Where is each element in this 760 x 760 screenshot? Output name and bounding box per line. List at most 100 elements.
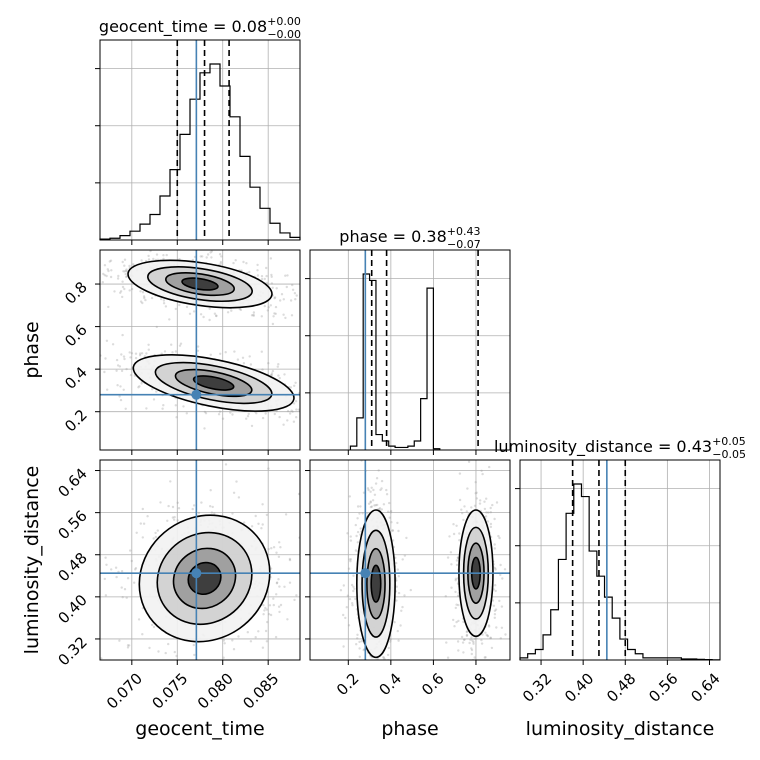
sample-point [305,623,307,625]
sample-point [174,350,178,353]
sample-point [388,665,390,667]
sample-point [452,618,455,622]
sample-point [295,594,298,597]
sample-point [475,491,478,494]
sample-point [342,645,345,648]
sample-point [162,299,166,302]
sample-point [233,350,236,353]
frame-phase-vs-luminosity_distance [309,459,511,661]
sample-point [160,664,162,666]
sample-point [401,558,404,561]
sample-point [395,599,398,602]
sample-point [272,603,275,607]
contour-1-2 [174,368,253,398]
sample-point [270,373,273,377]
sample-point [173,515,176,519]
sample-point [359,527,362,530]
sample-point [320,299,322,301]
sample-point [446,656,450,659]
sample-point [147,348,150,351]
sample-point [383,665,385,667]
sample-point [116,277,120,280]
sample-point [455,524,458,527]
sample-point [486,520,490,523]
sample-point [162,254,165,257]
sample-point [291,288,295,291]
sample-point [231,512,234,515]
histogram-phase [349,273,441,450]
sample-point [503,568,507,571]
sample-point [247,412,250,416]
sample-point [457,619,460,623]
sample-point [269,257,273,260]
xtick-label-luminosity_distance-2: 0.48 [603,670,639,706]
sample-point [119,385,122,388]
sample-point [470,636,473,639]
sample-point [348,495,351,498]
xtick-label-phase-2: 0.6 [418,670,448,700]
sample-point [151,388,154,391]
sample-point [480,642,484,645]
ytick-label-phase-2: 0.6 [61,321,91,351]
sample-point [270,282,274,285]
sample-point [380,487,383,490]
xtick-label-geocent_time-3: 0.085 [239,670,282,713]
sample-point [177,507,181,510]
sample-point [345,410,347,412]
sample-point [455,620,458,624]
sample-point [209,353,212,356]
sample-point [342,584,345,587]
sample-point [147,258,151,261]
xtick-label-luminosity_distance-4: 0.64 [687,670,723,706]
sample-point [277,605,281,608]
sample-point [493,609,497,612]
sample-point [92,625,94,627]
sample-point [482,669,484,671]
sample-point [128,351,131,354]
sample-point [176,519,179,522]
sample-point [487,624,491,627]
sample-point [118,395,121,398]
sample-point [219,352,222,355]
sample-point [261,523,264,526]
sample-point [321,390,323,392]
sample-point [185,412,188,415]
sample-point [468,663,470,665]
grid-phase-hist [310,250,510,450]
sample-point [455,563,459,567]
sample-point [232,648,236,651]
sample-point [292,420,296,423]
contour-0-1 [361,529,391,638]
sample-point [275,551,278,554]
sample-point [351,602,354,605]
sample-point [295,416,298,419]
sample-point [123,287,126,291]
sample-point [154,535,158,539]
sample-point [235,480,238,483]
sample-point [239,308,243,312]
sample-point [369,501,372,504]
sample-point [294,381,297,384]
ylabel-luminosity_distance: luminosity_distance [21,466,43,655]
sample-point [103,370,106,374]
sample-point [279,603,283,607]
sample-point [382,656,385,659]
sample-point [168,318,171,321]
sample-point [304,582,306,584]
sample-point [473,656,476,659]
sample-point [125,367,128,371]
sample-point [348,558,351,561]
xtick-label-geocent_time-0: 0.070 [103,670,146,713]
sample-point [268,604,272,607]
sample-point [466,487,469,490]
sample-point [278,610,281,614]
sample-point [368,742,370,744]
sample-point [317,290,319,292]
sample-point [292,402,296,405]
sample-point [124,272,127,276]
sample-point [356,637,359,640]
sample-point [164,651,167,655]
ytick-label-luminosity_distance-4: 0.64 [54,465,90,501]
sample-point [224,351,227,354]
